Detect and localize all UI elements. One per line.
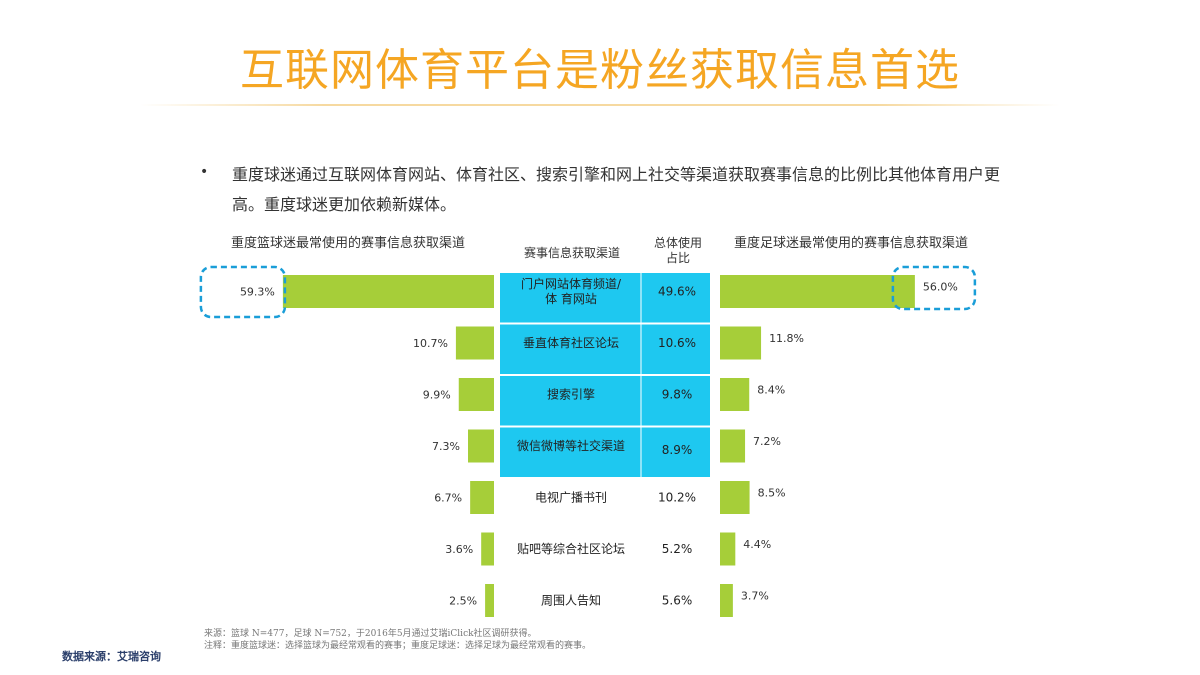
channel-label: 贴吧等综合社区论坛	[517, 541, 625, 556]
football-value-label: 8.5%	[758, 487, 786, 500]
basketball-bar	[485, 584, 494, 617]
bullet-text: 重度球迷通过互联网体育网站、体育社区、搜索引擎和网上社交等渠道获取赛事信息的比例…	[232, 165, 1001, 214]
football-bar	[720, 326, 762, 360]
channel-label: 搜索引擎	[547, 387, 595, 402]
basketball-value-label: 7.3%	[432, 440, 460, 453]
bullet-marker: •	[200, 164, 209, 180]
overall-value-label: 5.2%	[662, 542, 693, 556]
football-bar	[720, 481, 750, 514]
basketball-bar	[455, 326, 494, 360]
overall-value-label: 49.6%	[658, 285, 696, 299]
highlight-row-bg	[500, 427, 710, 477]
basketball-value-label: 6.7%	[434, 492, 462, 505]
channel-label: 微信微博等社交渠道	[517, 438, 625, 453]
football-bar	[720, 429, 746, 463]
highlight-row-bg	[500, 376, 710, 426]
title-divider	[140, 104, 1060, 106]
basketball-bar	[458, 378, 494, 411]
overall-value-label: 10.2%	[658, 491, 696, 505]
overall-header-line: 占比	[666, 250, 690, 265]
footnote-note: 注释：重度篮球迷：选择篮球为最经常观看的赛事；重度足球迷：选择足球为最经常观看的…	[204, 641, 592, 651]
basketball-value-label: 59.3%	[240, 286, 275, 299]
basketball-value-label: 2.5%	[449, 595, 477, 608]
highlight-row-bg	[500, 324, 710, 374]
basketball-bar	[468, 429, 494, 463]
basketball-value-label: 3.6%	[445, 543, 473, 556]
channel-column-header: 赛事信息获取渠道	[524, 245, 620, 260]
overall-value-label: 9.8%	[662, 388, 693, 402]
channel-label: 垂直体育社区论坛	[523, 335, 619, 350]
football-bar	[720, 378, 750, 411]
page-title: 互联网体育平台是粉丝获取信息首选	[240, 45, 960, 96]
football-bar	[720, 275, 915, 308]
overall-value-label: 10.6%	[658, 336, 696, 350]
channel-label: 门户网站体育频道/	[521, 276, 622, 291]
footnote-source: 来源：篮球 N=477，足球 N=752，于2016年5月通过艾瑞iClick社…	[204, 629, 537, 639]
left-chart-title: 重度篮球迷最常使用的赛事信息获取渠道	[231, 235, 465, 251]
basketball-value-label: 10.7%	[413, 337, 448, 350]
football-bar	[720, 584, 733, 617]
football-bar	[720, 532, 736, 566]
basketball-value-label: 9.9%	[423, 389, 451, 402]
football-value-label: 11.8%	[769, 332, 804, 345]
channel-label: 体 育网站	[545, 291, 597, 306]
football-value-label: 7.2%	[753, 435, 781, 448]
football-value-label: 3.7%	[741, 590, 769, 603]
basketball-bar	[470, 481, 494, 514]
overall-header-line: 总体使用	[654, 235, 702, 250]
football-value-label: 8.4%	[757, 384, 785, 397]
channel-label: 电视广播书刊	[535, 490, 607, 505]
football-value-label: 4.4%	[743, 538, 771, 551]
football-value-label: 56.0%	[923, 281, 958, 294]
overall-value-label: 8.9%	[662, 443, 693, 457]
right-chart-title: 重度足球迷最常使用的赛事信息获取渠道	[734, 235, 968, 251]
football-callout-box	[891, 265, 977, 311]
basketball-callout-box	[199, 265, 287, 319]
overall-value-label: 5.6%	[662, 594, 693, 608]
highlight-row-bg	[500, 273, 710, 323]
channel-label: 周围人告知	[541, 594, 601, 608]
data-source-label: 数据来源：艾瑞咨询	[62, 650, 161, 663]
basketball-bar	[481, 532, 494, 566]
basketball-bar	[282, 275, 494, 308]
